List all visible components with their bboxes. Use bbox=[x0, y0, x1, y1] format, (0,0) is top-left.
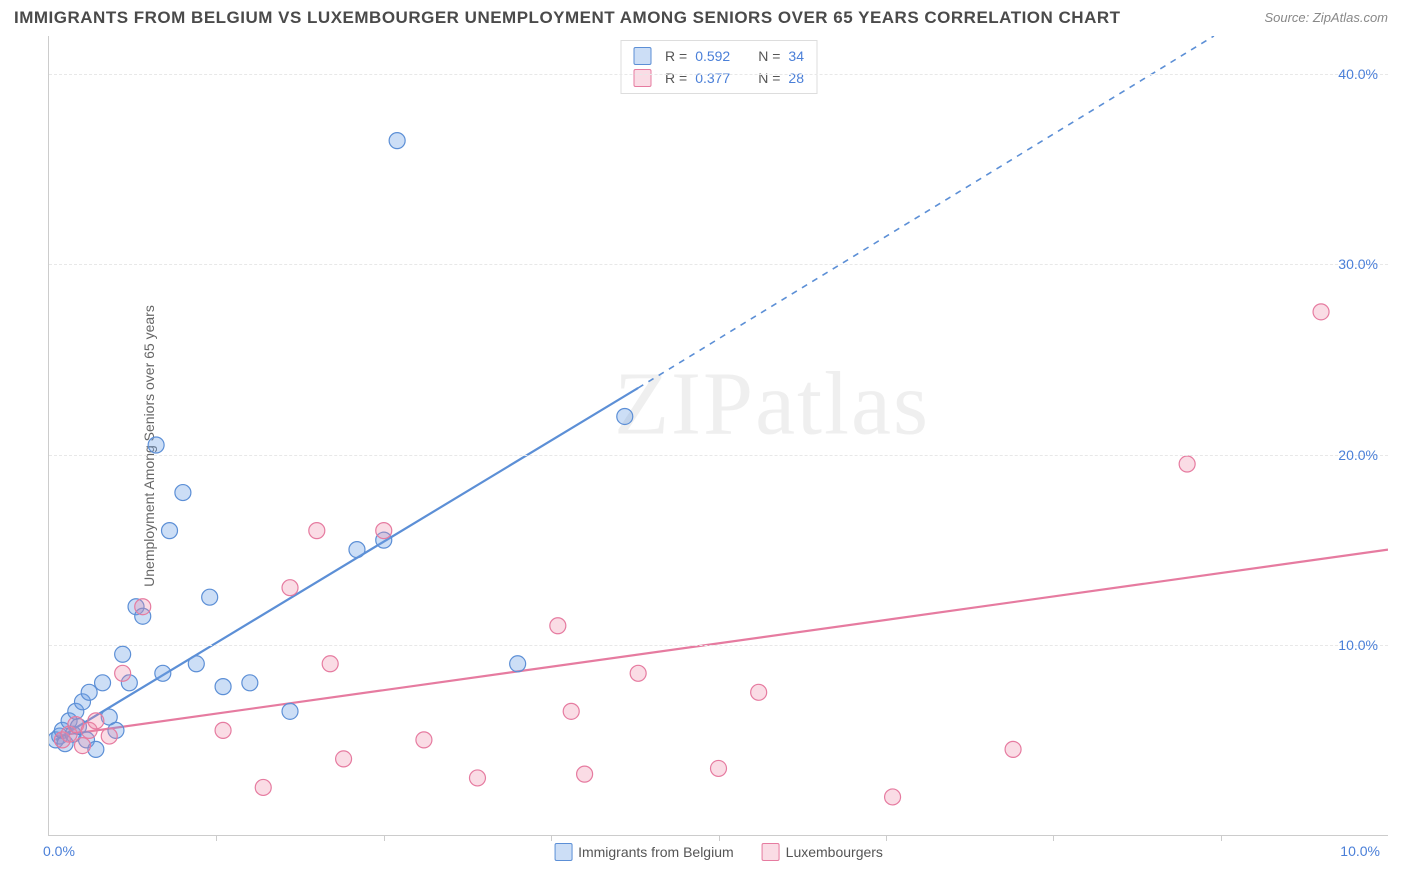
x-tick-mark bbox=[886, 835, 887, 841]
stats-n-label: N = bbox=[758, 70, 780, 86]
source-label: Source: ZipAtlas.com bbox=[1264, 10, 1388, 25]
y-tick-label: 10.0% bbox=[1338, 637, 1378, 653]
stats-box: R = 0.592 N = 34 R = 0.377 N = 28 bbox=[620, 40, 817, 94]
stats-row-1: R = 0.377 N = 28 bbox=[633, 67, 804, 89]
stats-n-label: N = bbox=[758, 48, 780, 64]
legend-label-1: Luxembourgers bbox=[786, 844, 883, 860]
watermark: ZIPatlas bbox=[614, 352, 930, 455]
y-tick-label: 30.0% bbox=[1338, 256, 1378, 272]
legend-item-belgium: Immigrants from Belgium bbox=[554, 843, 734, 861]
gridline bbox=[49, 455, 1388, 456]
swatch-luxembourg-icon bbox=[633, 69, 651, 87]
swatch-belgium-icon bbox=[633, 47, 651, 65]
stats-r-1: 0.377 bbox=[695, 70, 730, 86]
x-legend: Immigrants from Belgium Luxembourgers bbox=[554, 843, 883, 861]
chart-title: IMMIGRANTS FROM BELGIUM VS LUXEMBOURGER … bbox=[14, 8, 1121, 28]
stats-n-1: 28 bbox=[788, 70, 804, 86]
x-tick-mark bbox=[1053, 835, 1054, 841]
chart-svg bbox=[49, 36, 1388, 835]
stats-r-0: 0.592 bbox=[695, 48, 730, 64]
stats-n-0: 34 bbox=[788, 48, 804, 64]
stats-row-0: R = 0.592 N = 34 bbox=[633, 45, 804, 67]
x-tick-right: 10.0% bbox=[1340, 843, 1380, 859]
x-tick-mark bbox=[719, 835, 720, 841]
y-tick-label: 20.0% bbox=[1338, 447, 1378, 463]
x-tick-mark bbox=[551, 835, 552, 841]
x-tick-mark bbox=[216, 835, 217, 841]
legend-label-0: Immigrants from Belgium bbox=[578, 844, 734, 860]
gridline bbox=[49, 645, 1388, 646]
plot-area: ZIPatlas R = 0.592 N = 34 R = 0.377 N = … bbox=[48, 36, 1388, 836]
swatch-luxembourg-icon bbox=[762, 843, 780, 861]
legend-item-luxembourg: Luxembourgers bbox=[762, 843, 883, 861]
x-tick-mark bbox=[1221, 835, 1222, 841]
x-tick-mark bbox=[384, 835, 385, 841]
gridline bbox=[49, 74, 1388, 75]
stats-r-label: R = bbox=[665, 48, 687, 64]
swatch-belgium-icon bbox=[554, 843, 572, 861]
stats-r-label: R = bbox=[665, 70, 687, 86]
gridline bbox=[49, 264, 1388, 265]
y-tick-label: 40.0% bbox=[1338, 66, 1378, 82]
x-tick-left: 0.0% bbox=[43, 843, 75, 859]
